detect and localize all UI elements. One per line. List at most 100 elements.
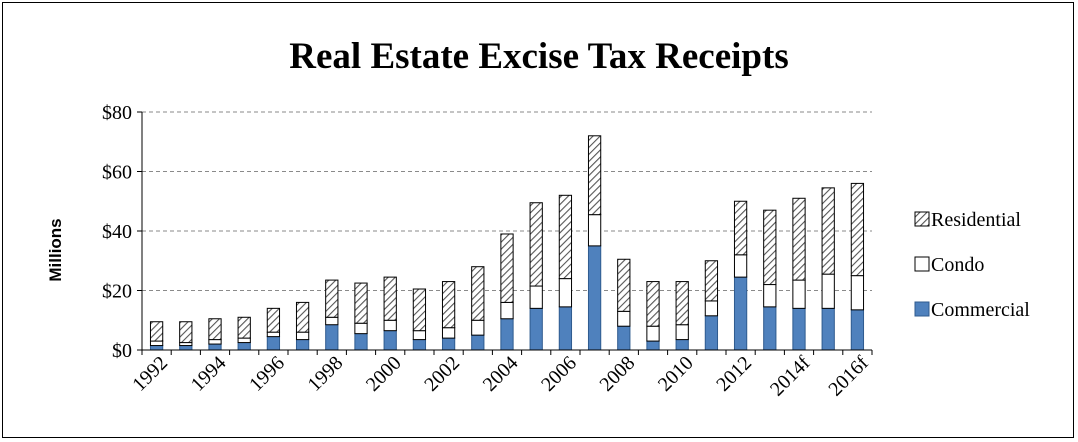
- bar-residential-1998: [325, 279, 339, 318]
- bar-commercial-2006: [558, 306, 573, 351]
- bar-condo-2012: [733, 254, 748, 278]
- bar-condo-1999: [354, 322, 368, 335]
- bar-residential-2011: [704, 260, 719, 302]
- bar-condo-2016f: [850, 275, 865, 311]
- bar-commercial-1994: [208, 343, 222, 351]
- bar-residential-1992: [149, 321, 164, 342]
- bar-commercial-2016f: [850, 309, 865, 351]
- bar-condo-2005: [529, 285, 543, 309]
- legend-label-residential: Residential: [931, 209, 1021, 231]
- bar-residential-2009: [646, 281, 660, 327]
- bar-condo-2014f: [792, 279, 806, 309]
- bar-condo-2015f: [821, 273, 835, 309]
- legend-swatch-commercial: [914, 301, 930, 317]
- bar-residential-2010: [675, 281, 689, 326]
- bar-condo-2000: [383, 319, 397, 332]
- y-tick-label: $40: [102, 221, 132, 243]
- bar-commercial-2011: [704, 315, 719, 351]
- bar-commercial-2007: [587, 245, 602, 351]
- legend-swatch-residential: [914, 211, 930, 227]
- bar-commercial-2000: [383, 330, 397, 351]
- bar-condo-1994: [208, 339, 222, 345]
- bar-condo-1997: [295, 331, 310, 341]
- legend-label-commercial: Commercial: [931, 299, 1030, 321]
- bar-residential-2003: [471, 266, 485, 321]
- bar-residential-2016f: [850, 182, 865, 277]
- bar-residential-2000: [383, 276, 397, 321]
- bar-condo-1995: [237, 337, 251, 344]
- bar-condo-2013: [763, 284, 777, 308]
- bar-commercial-2015f: [821, 307, 835, 351]
- legend: Residential Condo Commercial: [914, 209, 1030, 321]
- x-tick-label: 2016f: [824, 352, 873, 401]
- bar-condo-2003: [471, 319, 485, 336]
- bar-residential-1997: [295, 301, 310, 333]
- bar-residential-2004: [500, 233, 514, 303]
- bar-commercial-1992: [149, 345, 164, 351]
- x-tick-label: 2002: [420, 352, 464, 396]
- bar-residential-2014f: [792, 197, 806, 281]
- bar-commercial-1997: [295, 339, 310, 351]
- bar-residential-2013: [763, 209, 777, 286]
- x-tick-label: 2006: [537, 352, 581, 396]
- y-tick-label: $0: [112, 340, 132, 362]
- bar-commercial-1998: [325, 324, 339, 351]
- x-tick-label: 2014f: [766, 352, 815, 401]
- bar-residential-2015f: [821, 187, 835, 275]
- bar-commercial-1999: [354, 333, 368, 351]
- bar-commercial-2013: [763, 306, 777, 351]
- bar-condo-2002: [441, 327, 456, 339]
- bar-condo-2004: [500, 301, 514, 320]
- bar-condo-2006: [558, 278, 573, 308]
- bar-residential-1993: [179, 321, 193, 344]
- bar-condo-2008: [617, 310, 631, 327]
- legend-label-condo: Condo: [931, 254, 984, 276]
- legend-swatch-condo: [914, 256, 930, 272]
- x-tick-label: 2000: [362, 352, 406, 396]
- bar-residential-1995: [237, 316, 251, 339]
- bar-residential-2006: [558, 194, 573, 280]
- bar-condo-1992: [149, 340, 164, 347]
- y-tick-label: $60: [102, 162, 132, 184]
- bar-commercial-2012: [733, 276, 748, 351]
- bar-commercial-2010: [675, 339, 689, 351]
- bar-residential-1994: [208, 318, 222, 341]
- bar-commercial-1995: [237, 342, 251, 351]
- x-tick-label: 2012: [712, 352, 756, 396]
- bar-residential-2012: [733, 200, 748, 256]
- bar-commercial-1993: [179, 345, 193, 351]
- x-tick-label: 1992: [128, 352, 172, 396]
- bar-commercial-2003: [471, 334, 485, 351]
- bar-commercial-2009: [646, 340, 660, 351]
- bar-residential-2007: [587, 135, 602, 216]
- bar-commercial-2004: [500, 318, 514, 351]
- bar-residential-2005: [529, 202, 543, 287]
- bar-residential-2001: [412, 288, 427, 332]
- bar-commercial-1996: [266, 336, 281, 351]
- x-tick-label: 2008: [595, 352, 639, 396]
- x-tick-label: 1998: [303, 352, 347, 396]
- x-tick-label: 1994: [187, 352, 231, 396]
- bar-commercial-2008: [617, 325, 631, 351]
- y-tick-label: $80: [102, 102, 132, 124]
- x-tick-label: 1996: [245, 352, 289, 396]
- bar-condo-2009: [646, 325, 660, 342]
- bar-condo-1996: [266, 331, 281, 338]
- bar-condo-2010: [675, 324, 689, 341]
- bar-condo-2007: [587, 214, 602, 247]
- bar-residential-2002: [441, 281, 456, 329]
- bar-commercial-2001: [412, 339, 427, 351]
- bar-condo-1998: [325, 316, 339, 326]
- bar-commercial-2002: [441, 337, 456, 351]
- y-tick-label: $20: [102, 281, 132, 303]
- axes: $0 $20 $40 $60 $80 1992 1994 1996 1998 2000 2002 20…: [102, 102, 873, 401]
- x-tick-label: 2010: [654, 352, 698, 396]
- bar-residential-1996: [266, 307, 281, 333]
- bars: [149, 135, 865, 351]
- chart-title: Real Estate Excise Tax Receipts: [289, 36, 789, 77]
- bar-commercial-2005: [529, 307, 543, 351]
- x-tick-label: 2004: [479, 352, 523, 396]
- bar-commercial-2014f: [792, 307, 806, 351]
- bar-residential-1999: [354, 282, 368, 324]
- bar-residential-2008: [617, 258, 631, 312]
